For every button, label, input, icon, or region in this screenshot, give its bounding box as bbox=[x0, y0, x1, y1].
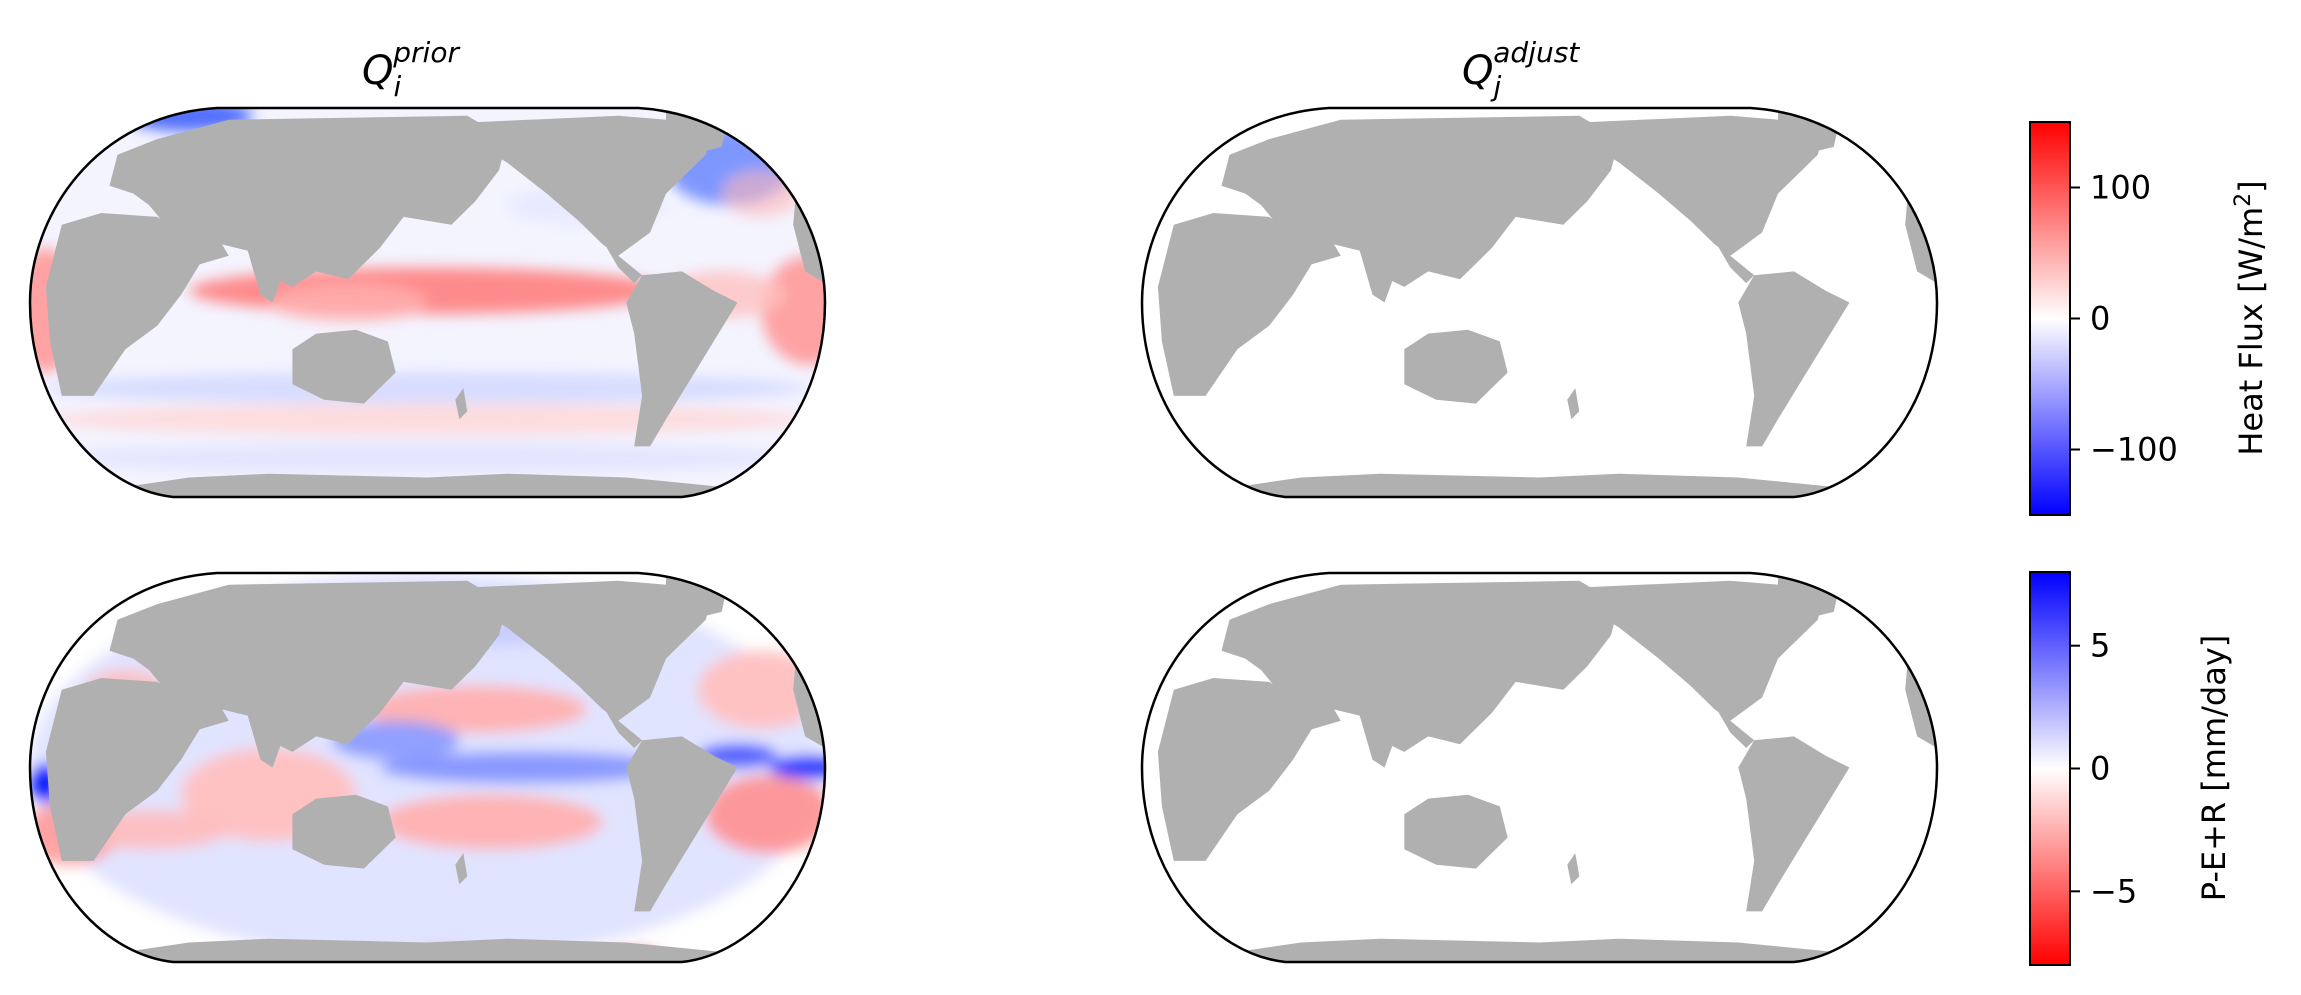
panel-title-heat-adjust: Qjadjust bbox=[1462, 36, 1580, 103]
land-antarctica bbox=[1221, 938, 1858, 962]
colorbar-heat: 100 0 −100 Heat Flux [W/m2] bbox=[2029, 121, 2270, 516]
land-central-america bbox=[1714, 705, 1755, 748]
land-new-zealand bbox=[1567, 388, 1580, 420]
colorbar-freshwater-label: P-E+R [mm/day] bbox=[2195, 635, 2233, 902]
colorbar-heat-gradient bbox=[2029, 121, 2071, 516]
land-africa bbox=[1157, 678, 1317, 861]
land-asia-europe bbox=[109, 115, 507, 287]
land-south-america bbox=[1738, 736, 1850, 912]
land-india bbox=[244, 240, 293, 303]
land-north-america bbox=[1555, 115, 1826, 256]
land-australia bbox=[1404, 329, 1508, 404]
colorbar-heat-tick-label-2: −100 bbox=[2090, 431, 2178, 469]
colorbar-freshwater-tick-label-0: 5 bbox=[2090, 627, 2110, 665]
land-india bbox=[1356, 705, 1405, 768]
land-asia-europe bbox=[1221, 580, 1619, 752]
land-mask bbox=[1157, 111, 1937, 497]
land-arabia bbox=[1285, 689, 1341, 733]
land-africa bbox=[45, 678, 205, 861]
land-africa bbox=[1157, 213, 1317, 396]
map-outline bbox=[1140, 106, 1939, 499]
land-central-america bbox=[1714, 240, 1755, 284]
map-panel-fw-prior bbox=[28, 571, 827, 964]
colorbar-heat-tick-label-0: 100 bbox=[2090, 169, 2151, 207]
land-new-zealand bbox=[1567, 853, 1580, 885]
panel-title-heat-prior: Qiprior bbox=[362, 36, 460, 103]
land-arabia bbox=[173, 689, 229, 733]
land-north-america bbox=[1555, 580, 1826, 721]
land-central-america bbox=[602, 240, 643, 284]
land-asia-europe bbox=[109, 580, 507, 752]
land-mask bbox=[1157, 576, 1937, 962]
land-australia bbox=[1404, 794, 1508, 869]
land-arabia bbox=[1285, 224, 1341, 268]
map-panel-heat-prior bbox=[28, 106, 827, 499]
land-antarctica bbox=[109, 473, 746, 497]
land-central-america bbox=[602, 705, 643, 748]
colorbar-heat-tick-label-1: 0 bbox=[2090, 300, 2110, 338]
land-new-zealand bbox=[455, 853, 468, 885]
colorbar-freshwater-tick-label-1: 0 bbox=[2090, 750, 2110, 788]
land-antarctica bbox=[109, 938, 746, 962]
map-outline bbox=[28, 106, 827, 499]
map-outline bbox=[28, 571, 827, 964]
land-australia bbox=[292, 329, 396, 404]
land-africa bbox=[45, 213, 205, 396]
land-south-america bbox=[626, 736, 738, 912]
colorbar-freshwater-gradient bbox=[2029, 571, 2071, 966]
land-india bbox=[244, 705, 293, 768]
map-outline bbox=[1140, 571, 1939, 964]
map-panel-fw-adjust bbox=[1140, 571, 1939, 964]
map-panel-heat-adjust bbox=[1140, 106, 1939, 499]
colorbar-freshwater-tick-label-2: −5 bbox=[2090, 872, 2137, 910]
land-north-america bbox=[443, 580, 714, 721]
land-south-america bbox=[626, 271, 738, 447]
land-asia-europe bbox=[1221, 115, 1619, 287]
colorbar-freshwater: 5 0 −5 P-E+R [mm/day] bbox=[2029, 571, 2233, 966]
land-india bbox=[1356, 240, 1405, 303]
land-australia bbox=[292, 794, 396, 869]
colorbar-heat-label: Heat Flux [W/m2] bbox=[2231, 180, 2270, 455]
land-arabia bbox=[173, 224, 229, 268]
land-north-america bbox=[443, 115, 714, 256]
land-mask bbox=[45, 111, 825, 497]
land-south-america bbox=[1738, 271, 1850, 447]
land-antarctica bbox=[1221, 473, 1858, 497]
land-new-zealand bbox=[455, 388, 468, 420]
